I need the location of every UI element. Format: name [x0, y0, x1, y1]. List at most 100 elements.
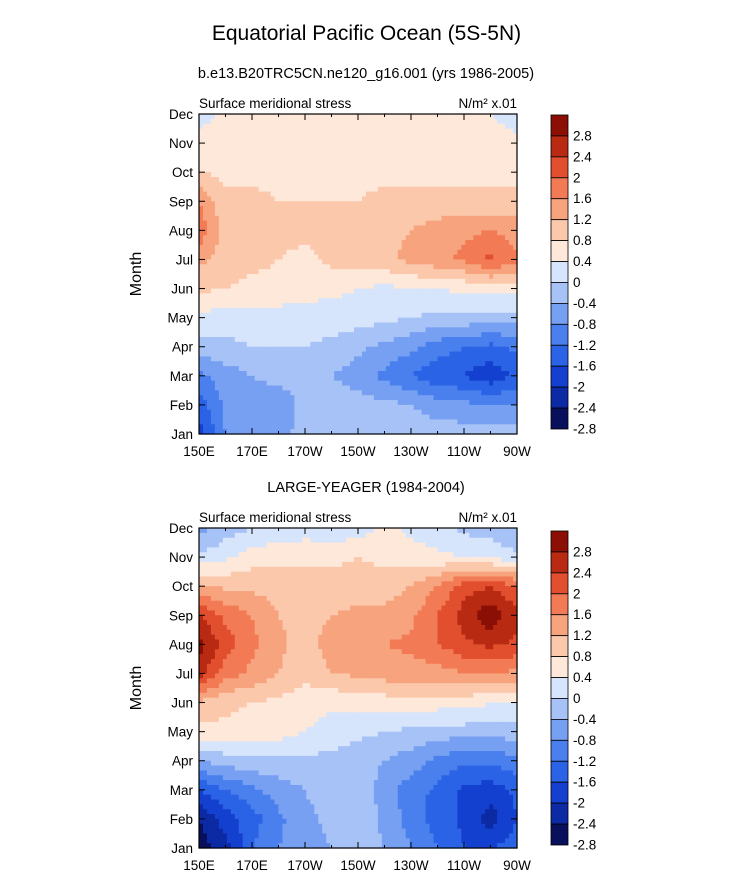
- field-cell: [377, 307, 383, 314]
- field-cell: [234, 210, 240, 217]
- field-cell: [461, 303, 466, 309]
- field-cell: [246, 312, 252, 319]
- field-cell: [254, 157, 260, 164]
- field-cell: [405, 181, 411, 188]
- field-cell: [330, 288, 335, 294]
- field-cell: [334, 337, 339, 343]
- field-cell: [441, 210, 447, 217]
- field-cell: [373, 196, 379, 202]
- field-cell: [461, 206, 466, 212]
- field-cell: [342, 317, 347, 324]
- field-cell: [234, 196, 240, 202]
- field-cell: [361, 356, 367, 362]
- field-cell: [334, 114, 339, 120]
- field-cell: [481, 177, 486, 183]
- field-cell: [254, 414, 260, 421]
- field-cell: [381, 240, 387, 246]
- field-cell: [350, 240, 355, 246]
- field-cell: [393, 201, 399, 207]
- field-cell: [294, 215, 299, 222]
- field-cell: [493, 191, 498, 198]
- field-cell: [310, 143, 315, 149]
- field-cell: [250, 181, 256, 188]
- field-cell: [445, 220, 451, 227]
- field-cell: [373, 356, 379, 362]
- field-cell: [330, 409, 335, 416]
- field-cell: [433, 264, 439, 270]
- field-cell: [250, 322, 256, 328]
- field-cell: [413, 327, 419, 333]
- field-cell: [493, 225, 498, 231]
- field-cell: [338, 123, 343, 130]
- field-cell: [226, 269, 232, 275]
- field-cell: [445, 177, 451, 183]
- field-cell: [473, 201, 478, 207]
- field-cell: [278, 380, 284, 387]
- field-cell: [326, 361, 331, 367]
- field-cell: [445, 264, 451, 270]
- field-cell: [326, 235, 331, 241]
- field-cell: [202, 157, 208, 164]
- field-cell: [473, 370, 478, 377]
- field-cell: [338, 322, 343, 328]
- field-cell: [266, 332, 272, 338]
- field-cell: [505, 269, 510, 275]
- field-cell: [206, 133, 212, 139]
- field-cell: [485, 274, 490, 280]
- field-cell: [413, 225, 419, 231]
- field-cell: [473, 196, 478, 202]
- field-cell: [505, 385, 510, 391]
- field-cell: [465, 278, 470, 285]
- field-cell: [342, 366, 347, 372]
- field-cell: [453, 143, 458, 149]
- field-cell: [250, 259, 256, 265]
- field-cell: [254, 404, 260, 411]
- field-cell: [310, 128, 315, 134]
- field-cell: [417, 283, 423, 290]
- field-cell: [250, 172, 256, 178]
- field-cell: [485, 307, 490, 314]
- field-cell: [282, 361, 288, 367]
- field-cell: [433, 152, 439, 159]
- field-cell: [222, 414, 228, 421]
- field-cell: [389, 259, 395, 265]
- field-cell: [354, 215, 359, 222]
- field-cell: [210, 414, 216, 421]
- field-cell: [421, 409, 427, 416]
- field-cell: [377, 346, 383, 353]
- field-cell: [310, 172, 315, 178]
- field-cell: [369, 269, 375, 275]
- field-cell: [441, 356, 447, 362]
- field-cell: [505, 341, 510, 348]
- field-cell: [433, 400, 439, 406]
- field-cell: [342, 225, 347, 231]
- field-cell: [489, 274, 494, 280]
- field-cell: [330, 269, 335, 275]
- field-cell: [453, 118, 458, 125]
- field-cell: [377, 240, 383, 246]
- field-cell: [290, 404, 296, 411]
- field-cell: [461, 395, 466, 401]
- field-cell: [381, 118, 387, 125]
- field-cell: [262, 244, 268, 251]
- field-cell: [258, 274, 264, 280]
- field-cell: [206, 274, 212, 280]
- field-cell: [449, 274, 455, 280]
- field-cell: [453, 307, 458, 314]
- field-cell: [199, 283, 204, 290]
- field-cell: [425, 264, 431, 270]
- field-cell: [421, 244, 427, 251]
- field-cell: [202, 123, 208, 130]
- field-cell: [361, 138, 367, 144]
- field-cell: [234, 404, 240, 411]
- field-cell: [509, 312, 514, 319]
- field-cell: [310, 341, 315, 348]
- field-cell: [258, 244, 264, 251]
- field-cell: [314, 152, 319, 159]
- field-cell: [278, 366, 284, 372]
- field-cell: [326, 337, 331, 343]
- field-cell: [473, 128, 478, 134]
- field-cell: [214, 244, 220, 251]
- field-cell: [417, 196, 423, 202]
- field-cell: [369, 264, 375, 270]
